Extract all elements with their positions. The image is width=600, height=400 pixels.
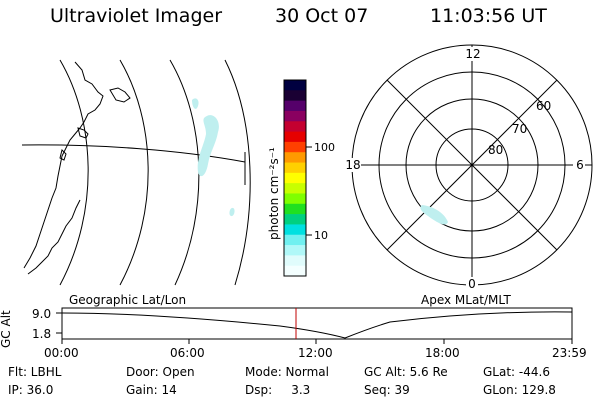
x-tick: 23:59: [552, 346, 587, 360]
date-label: 30 Oct 07: [275, 5, 369, 27]
longitude-arc: [119, 59, 149, 286]
lat-label-80: 80: [488, 143, 503, 157]
coastline: [23, 61, 131, 275]
info-glon: GLon: 129.8: [483, 383, 556, 397]
info-gc-alt: GC Alt: 5.6 Re: [364, 365, 448, 379]
colorbar-band: [284, 162, 306, 174]
geographic-title: Geographic Lat/Lon: [69, 293, 187, 307]
altitude-curve: [61, 311, 573, 339]
colorbar-band: [284, 110, 306, 122]
colorbar-band: [284, 141, 306, 153]
mlt-label-18: 18: [345, 158, 360, 172]
colorbar-band: [284, 121, 306, 133]
colorbar-band: [284, 172, 306, 184]
x-tick: 12:00: [298, 346, 333, 360]
mlt-label-6: 6: [576, 158, 584, 172]
colorbar-band: [284, 214, 306, 225]
lat-label-70: 70: [512, 122, 527, 136]
mlt-label-0: 0: [468, 277, 476, 291]
colorbar-band: [284, 183, 306, 194]
info-mode: Mode: Normal: [245, 365, 329, 379]
latitude-line: [21, 144, 246, 163]
longitude-arc: [59, 59, 89, 286]
y-tick-high: 9.0: [32, 307, 52, 321]
colorbar-band: [284, 90, 306, 102]
colorbar-band: [284, 203, 306, 215]
info-glat: GLat: -44.6: [483, 365, 550, 379]
colorbar-band: [284, 224, 306, 236]
colorbar-band: [284, 255, 306, 267]
colorbar-band: [284, 80, 306, 91]
colorbar-tick: 100: [314, 141, 335, 154]
colorbar-tick: 10: [314, 229, 328, 242]
colorbar-label: photon cm⁻²s⁻¹: [267, 147, 281, 240]
app-title: Ultraviolet Imager: [50, 5, 223, 27]
longitude-arc: [224, 59, 251, 286]
colorbar-band: [284, 100, 306, 112]
time-label: 11:03:56 UT: [430, 5, 547, 27]
info-flt: Flt: LBHL: [8, 365, 62, 379]
colorbar-band: [284, 131, 306, 143]
info-seq: Seq: 39: [364, 383, 410, 397]
lat-label-60: 60: [536, 99, 551, 113]
info-ip: IP: 36.0: [8, 383, 54, 397]
info-dsp: Dsp: 3.3: [245, 383, 311, 397]
colorbar-band: [284, 245, 306, 256]
x-tick: 00:00: [44, 346, 79, 360]
apex-title: Apex MLat/MLT: [421, 293, 511, 307]
x-tick: 06:00: [170, 346, 205, 360]
colorbar-band: [284, 234, 306, 246]
polar-emission: [420, 205, 448, 225]
x-tick: 18:00: [425, 346, 460, 360]
colorbar-band: [284, 152, 306, 164]
y-tick-low: 1.8: [32, 327, 52, 341]
colorbar-band: [284, 265, 306, 277]
mlt-label-12: 12: [465, 47, 480, 61]
info-gain: Gain: 14: [126, 383, 177, 397]
info-door: Door: Open: [126, 365, 195, 379]
aurora-emission: [192, 98, 235, 217]
colorbar-band: [284, 193, 306, 205]
